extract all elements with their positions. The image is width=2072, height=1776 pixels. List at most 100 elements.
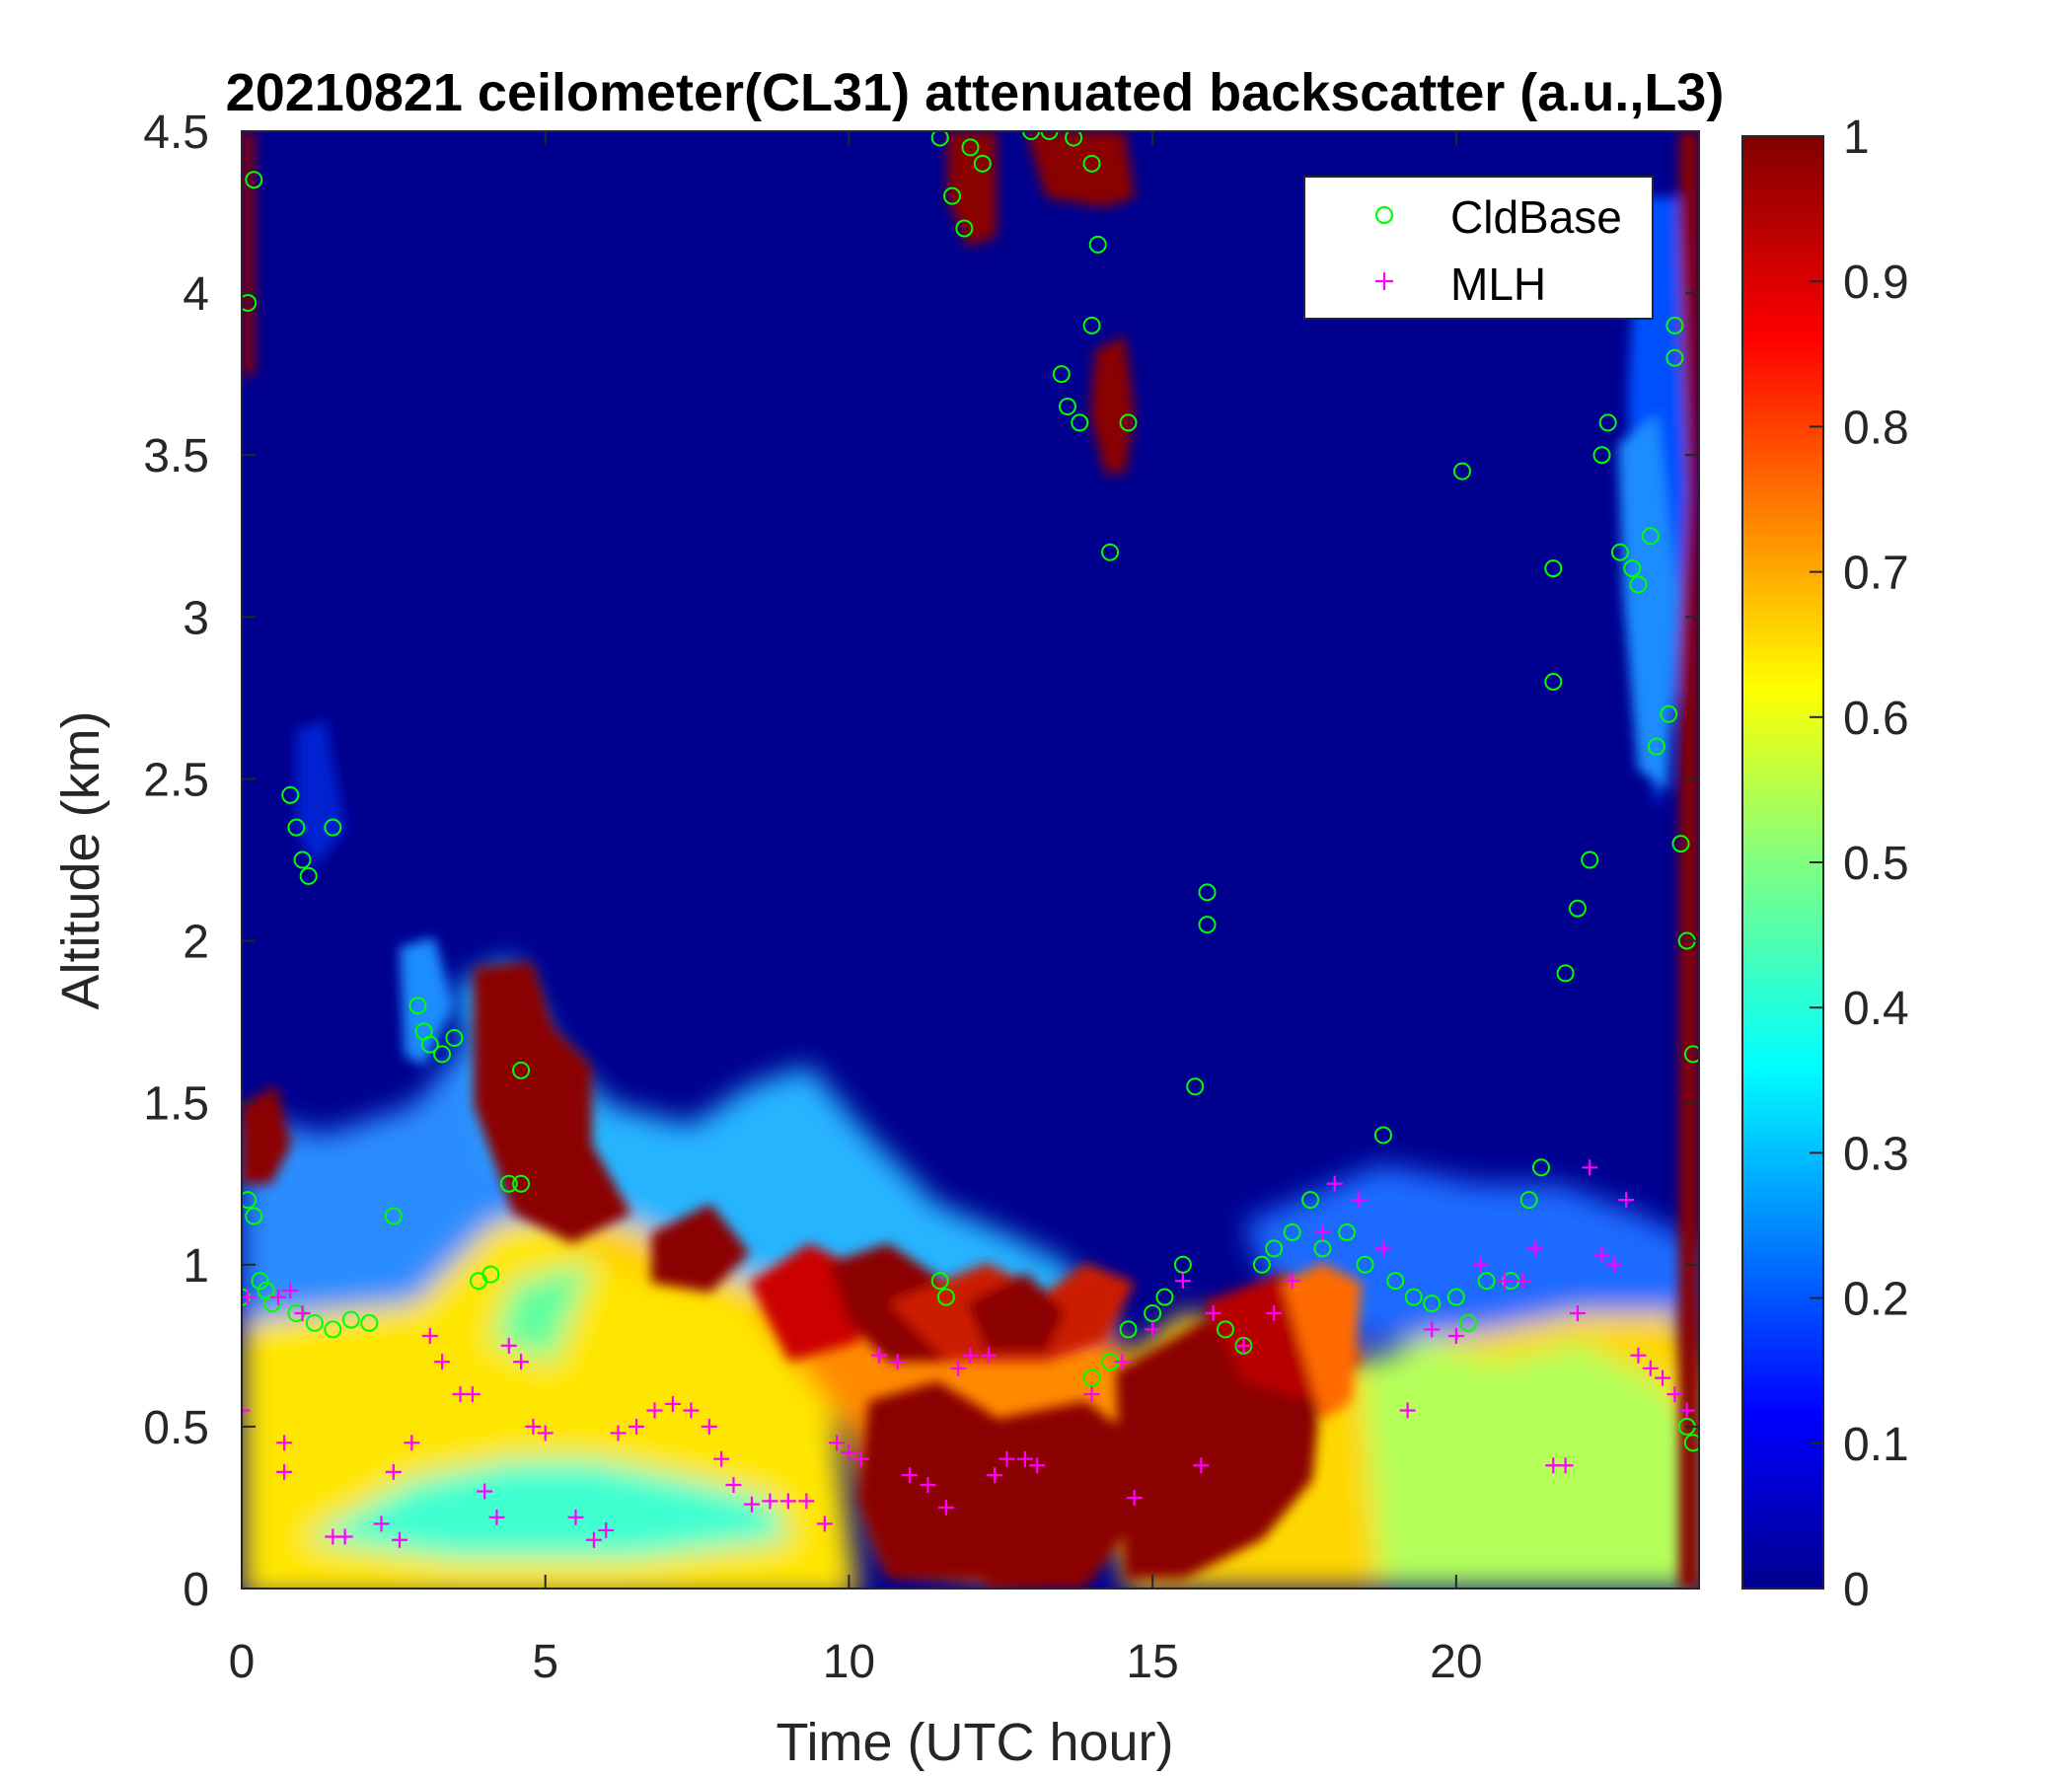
mlh-point — [392, 1531, 408, 1548]
cldbase-point — [1022, 131, 1041, 140]
mlh-point — [701, 1418, 717, 1435]
cldbase-point — [1082, 316, 1101, 334]
cldbase-point — [1544, 559, 1563, 578]
mlh-point — [1205, 1305, 1221, 1322]
mlh-point — [646, 1402, 663, 1419]
cldbase-point — [1660, 704, 1678, 723]
cldbase-point — [360, 1313, 379, 1332]
cldbase-point — [1452, 462, 1471, 481]
colorbar-tick-label: 0.5 — [1843, 838, 1909, 890]
y-axis-ticks: 0 0.5 1 1.5 2 2.5 3 3.5 4 4.5 — [143, 107, 1699, 1616]
mlh-point — [1174, 1273, 1191, 1290]
y-tick-label: 3 — [183, 592, 209, 644]
cldbase-point — [499, 1174, 518, 1193]
cldbase-point — [242, 293, 258, 312]
mlh-point — [500, 1337, 517, 1354]
mlh-point — [269, 1289, 286, 1305]
mlh-markers — [242, 1159, 1695, 1548]
mlh-point — [920, 1476, 936, 1493]
mlh-point — [1557, 1457, 1574, 1474]
mlh-point — [385, 1463, 402, 1480]
cldbase-point — [961, 138, 980, 157]
cldbase-point — [1040, 131, 1059, 140]
legend-mlh-label: MLH — [1450, 259, 1546, 310]
cldbase-point — [1592, 446, 1611, 465]
cldbase-point — [242, 1191, 258, 1210]
x-tick-label: 20 — [1430, 1636, 1482, 1688]
cldbase-point — [1338, 1222, 1357, 1241]
cldbase-point — [1423, 1295, 1442, 1313]
colorbar-tick-label: 0.9 — [1843, 257, 1909, 309]
mlh-point — [1526, 1240, 1543, 1257]
legend: CldBase MLH — [1303, 176, 1654, 320]
mlh-point — [816, 1516, 833, 1532]
cldbase-point — [433, 1045, 452, 1064]
legend-box — [1303, 176, 1654, 320]
cldbase-point — [1477, 1272, 1496, 1291]
mlh-point — [664, 1395, 681, 1412]
mlh-point — [282, 1283, 299, 1299]
cldbase-point — [1082, 1369, 1101, 1387]
cldbase-point — [341, 1310, 360, 1329]
y-axis-label: Altitude (km) — [51, 710, 111, 1009]
y-tick-label: 2 — [183, 917, 209, 969]
cldbase-point — [512, 1174, 531, 1193]
colorbar-tick-label: 0.7 — [1843, 548, 1909, 600]
cldbase-point — [1598, 413, 1617, 432]
cldbase-point — [936, 1288, 955, 1306]
cldbase-point — [1119, 1320, 1138, 1339]
x-tick-label: 5 — [532, 1636, 558, 1688]
cldbase-point — [1265, 1239, 1284, 1258]
mlh-point — [1314, 1223, 1331, 1240]
mlh-point — [1399, 1402, 1416, 1419]
cldbase-point — [1216, 1320, 1234, 1339]
y-tick-label: 0 — [183, 1564, 209, 1616]
mlh-point — [1497, 1273, 1514, 1290]
mlh-point — [1284, 1273, 1300, 1290]
cldbase-point — [245, 171, 263, 189]
cldbase-point — [930, 1272, 949, 1291]
mlh-point — [373, 1516, 390, 1532]
cldbase-point — [1356, 1255, 1374, 1274]
colorbar-tick-label: 0 — [1843, 1564, 1870, 1616]
cldbase-point — [1252, 1255, 1271, 1274]
mlh-point — [1569, 1305, 1586, 1322]
colorbar-tick-label: 0.6 — [1843, 693, 1909, 745]
x-tick-label: 10 — [823, 1636, 875, 1688]
cldbase-point — [1313, 1239, 1332, 1258]
legend-cldbase-marker — [1374, 205, 1394, 225]
cldbase-point — [245, 1207, 263, 1225]
cldbase-point — [445, 1029, 464, 1048]
y-tick-label: 0.5 — [143, 1402, 209, 1454]
mlh-point — [1374, 1240, 1391, 1257]
mlh-point — [1642, 1360, 1659, 1376]
mlh-point — [1593, 1246, 1610, 1263]
cldbase-point — [1373, 1126, 1392, 1145]
mlh-point — [1193, 1457, 1210, 1474]
cldbase-point — [324, 1320, 342, 1339]
cldbase-point — [262, 1295, 281, 1313]
cldbase-point — [1647, 737, 1665, 756]
mlh-point — [987, 1467, 1003, 1484]
cldbase-markers — [242, 131, 1699, 1452]
cldbase-point — [299, 866, 318, 885]
cldbase-point — [1186, 1077, 1205, 1096]
mlh-point — [743, 1496, 760, 1513]
mlh-point — [1630, 1347, 1647, 1364]
mlh-point — [1424, 1321, 1441, 1338]
mlh-point — [598, 1521, 615, 1538]
mlh-point — [1472, 1256, 1489, 1273]
y-tick-label: 1.5 — [143, 1078, 209, 1131]
mlh-point — [1083, 1386, 1100, 1403]
legend-mlh-marker — [1375, 272, 1393, 290]
legend-cldbase-label: CldBase — [1450, 191, 1622, 243]
mlh-point — [779, 1493, 796, 1510]
mlh-point — [1029, 1457, 1046, 1474]
cldbase-point — [420, 1035, 439, 1054]
x-axis-ticks: 0 5 10 15 20 — [229, 131, 1483, 1688]
backscatter-heatmap — [242, 131, 1699, 1589]
mlh-point — [1266, 1305, 1283, 1322]
mlh-point — [537, 1425, 554, 1442]
mlh-point — [980, 1347, 997, 1364]
cldbase-point — [1173, 1255, 1192, 1274]
